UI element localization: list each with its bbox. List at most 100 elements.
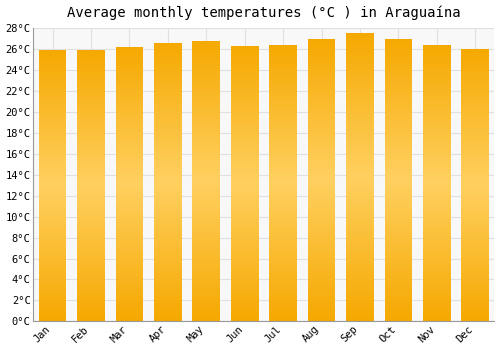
Bar: [423, 259, 450, 260]
Bar: [346, 124, 374, 126]
Bar: [154, 85, 182, 86]
Bar: [308, 146, 336, 147]
Bar: [346, 257, 374, 258]
Bar: [423, 295, 450, 296]
Bar: [77, 108, 105, 110]
Bar: [38, 221, 66, 222]
Bar: [154, 114, 182, 115]
Bar: [116, 238, 143, 239]
Bar: [384, 208, 412, 210]
Bar: [308, 169, 336, 170]
Bar: [77, 208, 105, 209]
Bar: [308, 119, 336, 121]
Bar: [231, 76, 258, 78]
Bar: [77, 274, 105, 275]
Bar: [308, 204, 336, 205]
Bar: [77, 273, 105, 274]
Bar: [423, 215, 450, 216]
Bar: [462, 278, 489, 279]
Bar: [154, 291, 182, 292]
Bar: [384, 210, 412, 211]
Bar: [77, 57, 105, 58]
Bar: [308, 180, 336, 181]
Bar: [38, 308, 66, 309]
Bar: [384, 71, 412, 72]
Bar: [462, 285, 489, 286]
Bar: [308, 118, 336, 119]
Bar: [384, 269, 412, 271]
Bar: [270, 110, 297, 111]
Bar: [154, 309, 182, 310]
Bar: [231, 160, 258, 162]
Bar: [77, 241, 105, 243]
Bar: [270, 85, 297, 86]
Bar: [154, 294, 182, 295]
Bar: [346, 307, 374, 308]
Bar: [384, 317, 412, 318]
Bar: [116, 214, 143, 216]
Bar: [308, 310, 336, 312]
Bar: [38, 102, 66, 103]
Bar: [231, 167, 258, 168]
Bar: [231, 197, 258, 199]
Bar: [231, 308, 258, 309]
Bar: [77, 306, 105, 308]
Bar: [192, 201, 220, 202]
Bar: [116, 184, 143, 186]
Bar: [462, 176, 489, 177]
Bar: [154, 89, 182, 90]
Bar: [154, 306, 182, 307]
Bar: [462, 163, 489, 165]
Bar: [384, 178, 412, 180]
Bar: [308, 302, 336, 303]
Bar: [38, 287, 66, 289]
Bar: [384, 133, 412, 135]
Bar: [192, 68, 220, 69]
Bar: [38, 163, 66, 164]
Bar: [38, 248, 66, 250]
Bar: [462, 312, 489, 313]
Bar: [308, 207, 336, 208]
Bar: [77, 202, 105, 203]
Bar: [231, 152, 258, 153]
Bar: [77, 168, 105, 169]
Bar: [308, 289, 336, 290]
Bar: [462, 80, 489, 82]
Bar: [231, 79, 258, 81]
Bar: [346, 318, 374, 320]
Bar: [77, 267, 105, 268]
Bar: [154, 55, 182, 57]
Bar: [423, 201, 450, 203]
Bar: [308, 135, 336, 136]
Bar: [346, 111, 374, 113]
Bar: [192, 185, 220, 187]
Bar: [154, 185, 182, 186]
Bar: [346, 172, 374, 173]
Bar: [462, 272, 489, 274]
Bar: [192, 108, 220, 110]
Bar: [308, 91, 336, 92]
Bar: [346, 36, 374, 38]
Bar: [77, 113, 105, 114]
Bar: [384, 146, 412, 147]
Bar: [154, 129, 182, 131]
Bar: [231, 219, 258, 221]
Bar: [231, 302, 258, 303]
Bar: [231, 218, 258, 219]
Bar: [384, 194, 412, 196]
Bar: [77, 65, 105, 66]
Bar: [192, 180, 220, 181]
Bar: [270, 172, 297, 174]
Bar: [346, 272, 374, 274]
Bar: [384, 50, 412, 51]
Bar: [192, 117, 220, 118]
Bar: [77, 83, 105, 84]
Bar: [346, 39, 374, 41]
Bar: [384, 139, 412, 140]
Bar: [192, 309, 220, 310]
Bar: [38, 268, 66, 270]
Bar: [308, 122, 336, 124]
Bar: [38, 85, 66, 87]
Bar: [38, 266, 66, 267]
Bar: [192, 230, 220, 232]
